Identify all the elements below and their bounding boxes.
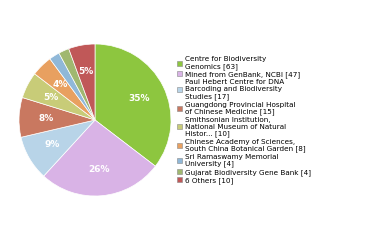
- Wedge shape: [50, 53, 95, 120]
- Wedge shape: [95, 44, 171, 166]
- Text: 4%: 4%: [53, 80, 68, 89]
- Text: 8%: 8%: [38, 114, 53, 123]
- Wedge shape: [69, 44, 95, 120]
- Wedge shape: [44, 120, 155, 196]
- Text: 5%: 5%: [43, 93, 59, 102]
- Wedge shape: [35, 59, 95, 120]
- Text: 9%: 9%: [45, 140, 60, 150]
- Wedge shape: [21, 120, 95, 176]
- Wedge shape: [59, 49, 95, 120]
- Wedge shape: [22, 74, 95, 120]
- Wedge shape: [19, 97, 95, 137]
- Text: 26%: 26%: [89, 165, 110, 174]
- Text: 5%: 5%: [79, 67, 94, 76]
- Legend: Centre for Biodiversity
Genomics [63], Mined from GenBank, NCBI [47], Paul Heber: Centre for Biodiversity Genomics [63], M…: [176, 56, 312, 184]
- Text: 35%: 35%: [128, 94, 150, 103]
